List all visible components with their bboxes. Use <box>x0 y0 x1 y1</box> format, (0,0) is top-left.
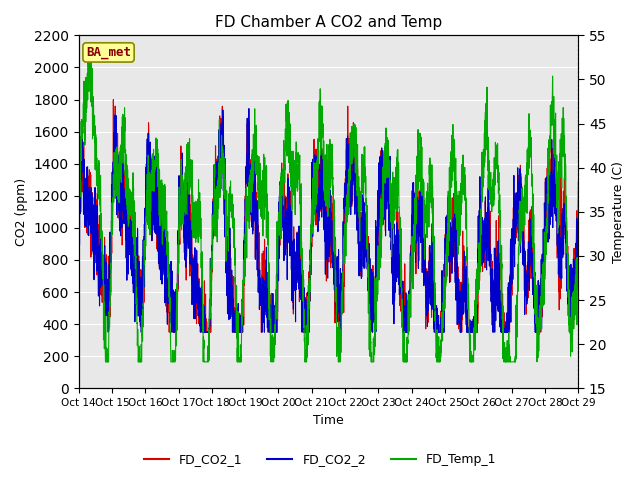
Y-axis label: CO2 (ppm): CO2 (ppm) <box>15 178 28 246</box>
Legend: FD_CO2_1, FD_CO2_2, FD_Temp_1: FD_CO2_1, FD_CO2_2, FD_Temp_1 <box>139 448 501 471</box>
Y-axis label: Temperature (C): Temperature (C) <box>612 161 625 263</box>
X-axis label: Time: Time <box>313 414 344 427</box>
Title: FD Chamber A CO2 and Temp: FD Chamber A CO2 and Temp <box>215 15 442 30</box>
Text: BA_met: BA_met <box>86 46 131 59</box>
